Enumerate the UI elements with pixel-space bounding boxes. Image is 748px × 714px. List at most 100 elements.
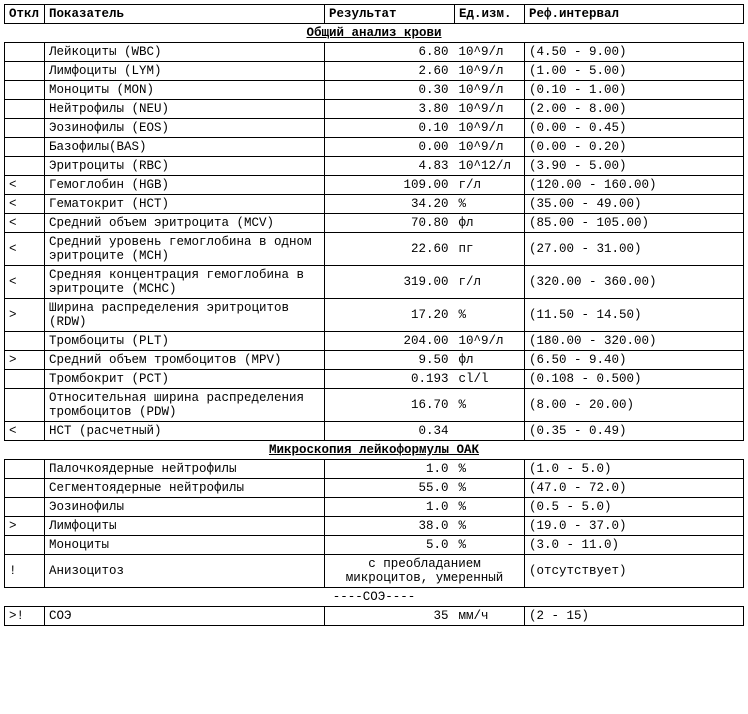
name: Относительная ширина распределения тромб…	[45, 389, 325, 422]
dev: !	[5, 555, 45, 588]
res: 4.83	[325, 157, 455, 176]
row-hgb: <Гемоглобин (HGB)109.00г/л(120.00 - 160.…	[5, 176, 744, 195]
section-cbc-title: Общий анализ крови	[5, 24, 744, 43]
unit: фл	[455, 351, 525, 370]
name: Лимфоциты	[45, 517, 325, 536]
row-neu: Нейтрофилы (NEU)3.8010^9/л(2.00 - 8.00)	[5, 100, 744, 119]
hdr-deviation: Откл	[5, 5, 45, 24]
dev	[5, 81, 45, 100]
row-mon: Моноциты (MON)0.3010^9/л(0.10 - 1.00)	[5, 81, 744, 100]
res: 1.0	[325, 460, 455, 479]
row-anis: !Анизоцитозс преобладанием микроцитов, у…	[5, 555, 744, 588]
name: Тромбоциты (PLT)	[45, 332, 325, 351]
res: 1.0	[325, 498, 455, 517]
unit: %	[455, 498, 525, 517]
row-hct: <Гематокрит (HCT)34.20%(35.00 - 49.00)	[5, 195, 744, 214]
row-seg: Сегментоядерные нейтрофилы55.0%(47.0 - 7…	[5, 479, 744, 498]
ref: (27.00 - 31.00)	[525, 233, 744, 266]
hdr-unit: Ед.изм.	[455, 5, 525, 24]
ref: (2.00 - 8.00)	[525, 100, 744, 119]
row-mch: <Средний уровень гемоглобина в одном эри…	[5, 233, 744, 266]
dev	[5, 138, 45, 157]
unit: 10^12/л	[455, 157, 525, 176]
ref: (1.00 - 5.00)	[525, 62, 744, 81]
unit: %	[455, 460, 525, 479]
name: Средний объем тромбоцитов (MPV)	[45, 351, 325, 370]
row-band: Палочкоядерные нейтрофилы1.0%(1.0 - 5.0)	[5, 460, 744, 479]
unit: %	[455, 299, 525, 332]
dev: >	[5, 299, 45, 332]
name: Сегментоядерные нейтрофилы	[45, 479, 325, 498]
dev: >	[5, 517, 45, 536]
dev: <	[5, 266, 45, 299]
ref: (120.00 - 160.00)	[525, 176, 744, 195]
res: 35	[325, 607, 455, 626]
section-esr: ----СОЭ----	[5, 588, 744, 607]
res: 6.80	[325, 43, 455, 62]
dev	[5, 389, 45, 422]
unit: %	[455, 195, 525, 214]
ref: (3.90 - 5.00)	[525, 157, 744, 176]
row-mchc: <Средняя концентрация гемоглобина в эрит…	[5, 266, 744, 299]
name: Средний объем эритроцита (MCV)	[45, 214, 325, 233]
name: Тромбокрит (PCT)	[45, 370, 325, 389]
section-leuko-title: Микроскопия лейкоформулы ОАК	[5, 441, 744, 460]
name: Гемоглобин (HGB)	[45, 176, 325, 195]
row-plt: Тромбоциты (PLT)204.0010^9/л(180.00 - 32…	[5, 332, 744, 351]
res: 109.00	[325, 176, 455, 195]
dev: <	[5, 214, 45, 233]
dev	[5, 100, 45, 119]
unit: cl/l	[455, 370, 525, 389]
row-mcv: <Средний объем эритроцита (MCV)70.80фл(8…	[5, 214, 744, 233]
row-lym: Лимфоциты (LYM)2.6010^9/л(1.00 - 5.00)	[5, 62, 744, 81]
row-mon2: Моноциты5.0%(3.0 - 11.0)	[5, 536, 744, 555]
ref: (35.00 - 49.00)	[525, 195, 744, 214]
unit: 10^9/л	[455, 100, 525, 119]
row-rdw: >Ширина распределения эритроцитов (RDW)1…	[5, 299, 744, 332]
res: 204.00	[325, 332, 455, 351]
res: 9.50	[325, 351, 455, 370]
dev	[5, 62, 45, 81]
ref: (0.00 - 0.20)	[525, 138, 744, 157]
name: СОЭ	[45, 607, 325, 626]
unit: %	[455, 479, 525, 498]
header-row: Откл Показатель Результат Ед.изм. Реф.ин…	[5, 5, 744, 24]
res: 3.80	[325, 100, 455, 119]
unit: 10^9/л	[455, 119, 525, 138]
res: 5.0	[325, 536, 455, 555]
unit: г/л	[455, 176, 525, 195]
res: 38.0	[325, 517, 455, 536]
res: 0.10	[325, 119, 455, 138]
dev	[5, 479, 45, 498]
res: 0.34	[325, 422, 455, 441]
ref: (0.5 - 5.0)	[525, 498, 744, 517]
ref: (отсутствует)	[525, 555, 744, 588]
row-eos2: Эозинофилы1.0%(0.5 - 5.0)	[5, 498, 744, 517]
ref: (0.108 - 0.500)	[525, 370, 744, 389]
section-esr-title: ----СОЭ----	[5, 588, 744, 607]
name: Эритроциты (RBC)	[45, 157, 325, 176]
res: 16.70	[325, 389, 455, 422]
name: Гематокрит (HCT)	[45, 195, 325, 214]
ref: (0.35 - 0.49)	[525, 422, 744, 441]
row-wbc: Лейкоциты (WBC)6.8010^9/л(4.50 - 9.00)	[5, 43, 744, 62]
dev	[5, 157, 45, 176]
row-pdw: Относительная ширина распределения тромб…	[5, 389, 744, 422]
ref: (180.00 - 320.00)	[525, 332, 744, 351]
name: Средняя концентрация гемоглобина в эритр…	[45, 266, 325, 299]
dev	[5, 43, 45, 62]
res: 2.60	[325, 62, 455, 81]
row-eos: Эозинофилы (EOS)0.1010^9/л(0.00 - 0.45)	[5, 119, 744, 138]
unit: 10^9/л	[455, 81, 525, 100]
name: Ширина распределения эритроцитов (RDW)	[45, 299, 325, 332]
res: 55.0	[325, 479, 455, 498]
row-pct: Тромбокрит (PCT)0.193cl/l(0.108 - 0.500)	[5, 370, 744, 389]
unit: %	[455, 536, 525, 555]
dev	[5, 536, 45, 555]
ref: (11.50 - 14.50)	[525, 299, 744, 332]
unit: мм/ч	[455, 607, 525, 626]
unit: %	[455, 389, 525, 422]
name: Лейкоциты (WBC)	[45, 43, 325, 62]
res: 34.20	[325, 195, 455, 214]
hdr-ref: Реф.интервал	[525, 5, 744, 24]
